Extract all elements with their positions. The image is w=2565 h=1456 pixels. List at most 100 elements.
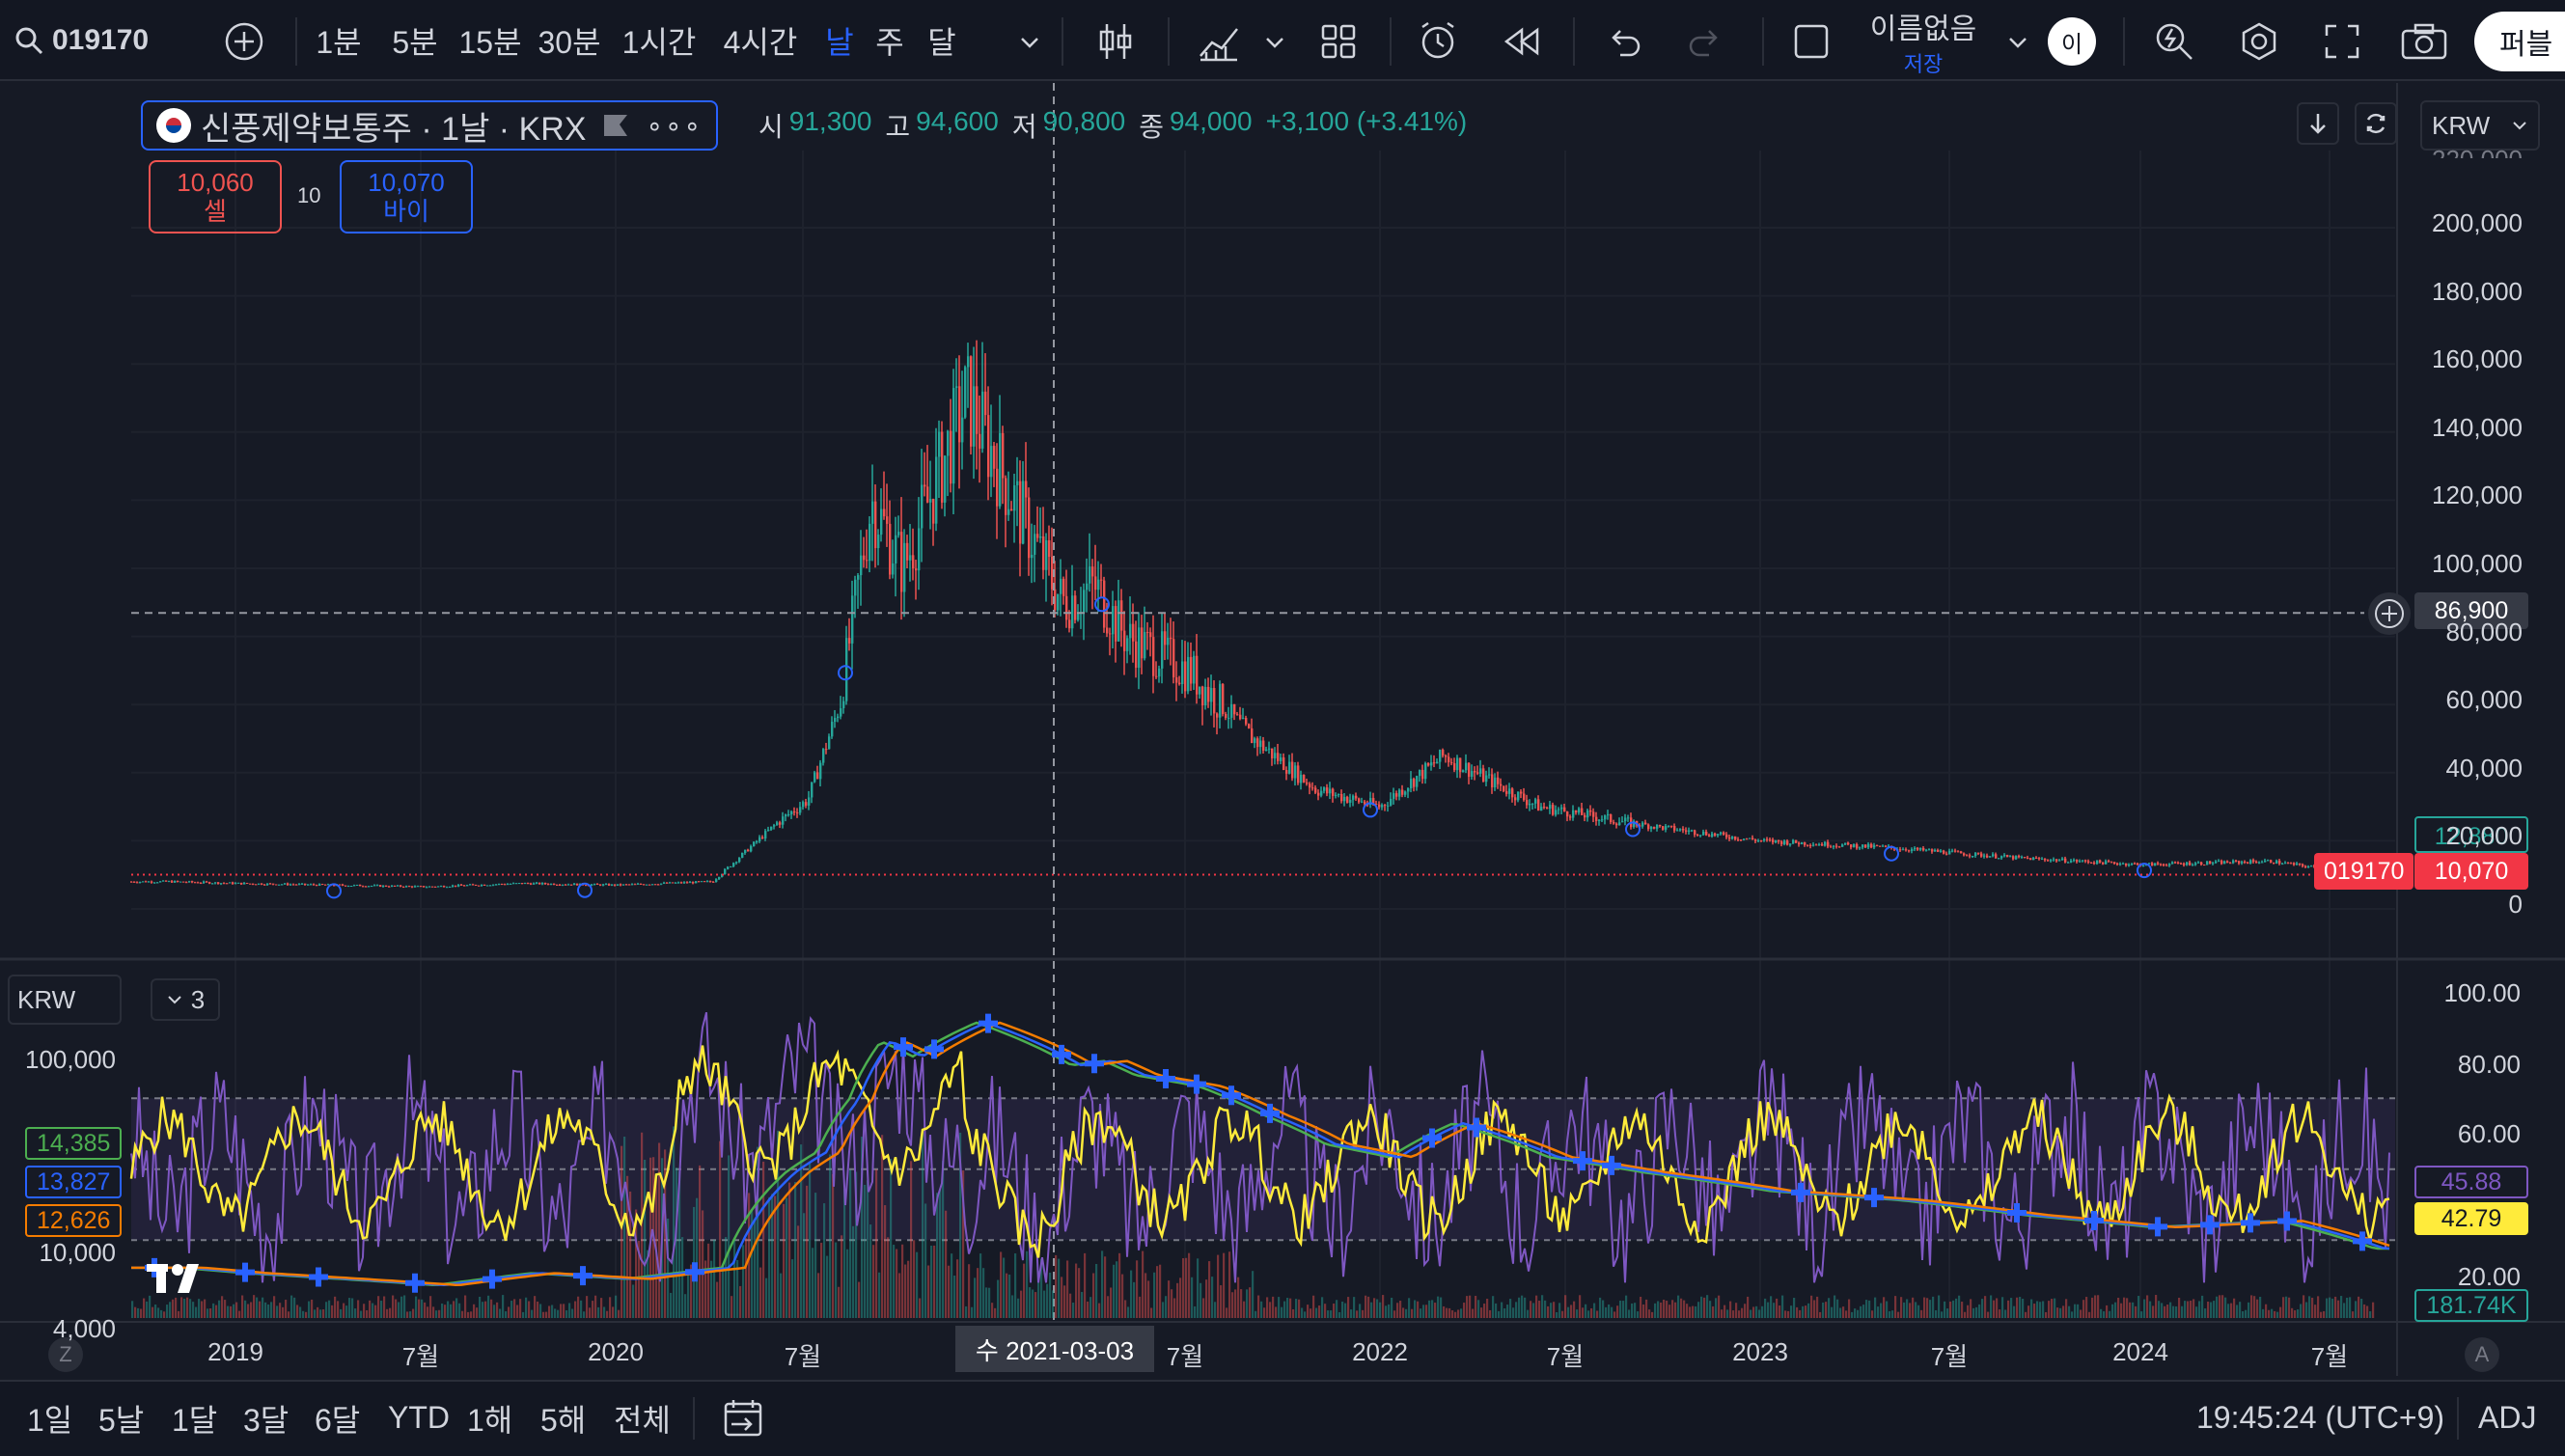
volume-bar <box>1776 1298 1779 1318</box>
chart-canvas[interactable] <box>0 83 2565 1376</box>
range-3[interactable]: 3달 <box>243 1402 290 1438</box>
candle-body <box>715 879 718 882</box>
fullscreen-button[interactable] <box>2318 17 2366 66</box>
timeframe-7[interactable]: 주 <box>875 25 904 60</box>
candle-body <box>1488 774 1491 776</box>
volume-bar <box>328 1300 331 1318</box>
candle-body <box>1751 838 1754 840</box>
range-5[interactable]: YTD <box>388 1400 450 1435</box>
refresh-icon <box>2366 113 2386 134</box>
scroll-to-latest-button[interactable] <box>2297 102 2339 145</box>
auto-scale-left-button[interactable]: Z <box>48 1337 83 1372</box>
candle-body <box>1586 810 1589 818</box>
range-2[interactable]: 1달 <box>172 1402 218 1438</box>
adjust-button[interactable]: ADJ <box>2478 1400 2537 1435</box>
layout-name-button[interactable]: 이름없음 저장 <box>1861 10 1986 76</box>
timeframe-5[interactable]: 4시간 <box>723 25 798 60</box>
candle-body <box>1300 774 1303 783</box>
candle-body <box>987 415 990 478</box>
candle-body <box>631 884 634 886</box>
candle-body <box>857 575 860 580</box>
candle-body <box>1665 826 1668 830</box>
auto-scale-right-button[interactable]: A <box>2465 1337 2499 1372</box>
alert-button[interactable] <box>1415 17 1463 66</box>
reset-chart-button[interactable] <box>2355 102 2397 145</box>
indicators-collapse-button[interactable]: 3 <box>151 978 220 1021</box>
timeframe-3[interactable]: 30분 <box>538 25 601 60</box>
volume-bar <box>2036 1301 2039 1318</box>
volume-bar <box>1703 1297 1706 1318</box>
candle-body <box>2061 858 2064 861</box>
candle-body <box>1772 839 1775 843</box>
tradingview-logo[interactable] <box>145 1258 222 1297</box>
buy-button[interactable]: 10,070 바이 <box>340 160 473 234</box>
quick-search-button[interactable] <box>2150 17 2198 66</box>
candle-body <box>287 883 290 886</box>
symbol-search[interactable]: 019170 <box>14 0 178 81</box>
timeframe-4[interactable]: 1시간 <box>621 25 697 60</box>
chart-type-button[interactable] <box>1090 17 1139 66</box>
price-tick: 140,000 <box>2432 412 2523 442</box>
timeframe-1[interactable]: 5분 <box>392 25 438 60</box>
range-0[interactable]: 1일 <box>27 1402 73 1438</box>
volume-bar <box>933 1245 936 1318</box>
volume-bar <box>1810 1295 1813 1318</box>
symbol-legend[interactable]: 신풍제약보통주 · 1날 · KRX ∘∘∘ <box>141 100 719 151</box>
indicator-right-tick: 80.00 <box>2457 1050 2521 1079</box>
candle-body <box>2249 860 2252 864</box>
timeframe-0[interactable]: 1분 <box>316 25 362 60</box>
candle-body <box>773 825 776 827</box>
volume-bar <box>516 1305 519 1318</box>
indicators-button[interactable] <box>1195 17 1243 66</box>
layouts-button[interactable] <box>1316 19 1361 64</box>
goto-date-button[interactable] <box>718 1395 772 1443</box>
add-alert-crosshair-button[interactable] <box>2368 592 2411 635</box>
candle-body <box>261 883 263 885</box>
redo-button[interactable] <box>1683 19 1727 64</box>
layout-select-checkbox[interactable] <box>1789 19 1834 64</box>
candle-body <box>831 722 834 737</box>
volume-bar <box>1000 1251 1003 1318</box>
range-1[interactable]: 5날 <box>98 1402 145 1438</box>
sell-button[interactable]: 10,060 셀 <box>149 160 282 234</box>
timeframe-2[interactable]: 15분 <box>458 25 522 60</box>
timeframe-6[interactable]: 날 <box>825 25 854 60</box>
flag-bookmark-icon[interactable] <box>602 113 629 138</box>
settings-button[interactable] <box>2235 17 2283 66</box>
legend-more-button[interactable]: ∘∘∘ <box>646 110 703 141</box>
avatar[interactable]: 이 <box>2048 17 2096 66</box>
candle-body <box>993 446 996 469</box>
volume-bar <box>676 1168 678 1318</box>
symbol-price-tag: 019170 <box>2314 853 2414 890</box>
candle-body <box>1048 540 1051 557</box>
timeframe-dropdown[interactable] <box>1015 23 1044 62</box>
volume-bar <box>1492 1296 1495 1318</box>
volume-bar <box>1165 1296 1168 1318</box>
indicators-dropdown[interactable] <box>1260 23 1289 62</box>
volume-bar <box>1040 1258 1043 1318</box>
volume-bar <box>519 1299 522 1318</box>
range-7[interactable]: 5해 <box>540 1402 587 1438</box>
clock-display[interactable]: 19:45:24 (UTC+9) <box>2196 1400 2445 1435</box>
candle-body <box>185 882 188 884</box>
currency-select[interactable]: KRW <box>2420 100 2540 151</box>
undo-button[interactable] <box>1602 19 1646 64</box>
candle-body <box>1815 844 1818 846</box>
volume-bar <box>1906 1299 1909 1318</box>
range-4[interactable]: 6달 <box>315 1402 361 1438</box>
candle-body <box>2157 863 2160 865</box>
range-6[interactable]: 1해 <box>467 1402 513 1438</box>
timeframe-8[interactable]: 달 <box>927 25 956 60</box>
layout-dropdown[interactable] <box>2003 23 2032 62</box>
volume-bar <box>690 1264 693 1318</box>
compare-add-button[interactable] <box>222 19 266 64</box>
replay-button[interactable] <box>1500 19 1544 64</box>
snapshot-button[interactable] <box>2397 17 2451 66</box>
indicator-currency-select[interactable]: KRW <box>8 975 122 1025</box>
cross-marker <box>405 1273 425 1293</box>
publish-button[interactable]: 퍼블 <box>2474 12 2565 71</box>
volume-bar <box>455 1298 458 1318</box>
candle-body <box>900 532 903 592</box>
indicator-left-tag: 14,385 <box>25 1127 122 1160</box>
range-8[interactable]: 전체 <box>614 1402 671 1438</box>
